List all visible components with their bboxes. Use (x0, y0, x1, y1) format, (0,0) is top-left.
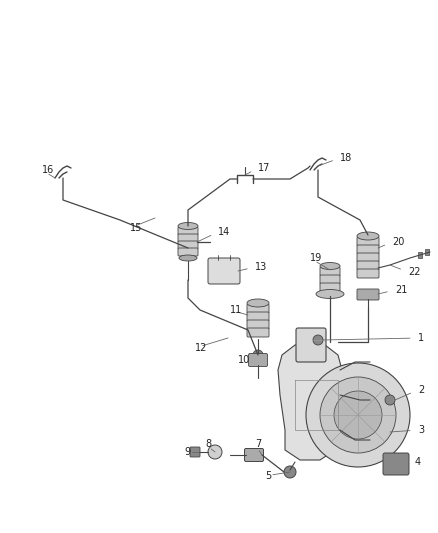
FancyBboxPatch shape (247, 328, 269, 337)
Text: 13: 13 (255, 262, 267, 272)
Polygon shape (278, 342, 342, 460)
Text: 15: 15 (130, 223, 142, 233)
Text: 7: 7 (255, 439, 261, 449)
Text: 18: 18 (340, 153, 352, 163)
Circle shape (334, 391, 382, 439)
Ellipse shape (247, 299, 269, 307)
Ellipse shape (316, 289, 344, 298)
Text: 3: 3 (418, 425, 424, 435)
Ellipse shape (320, 262, 340, 270)
Circle shape (313, 335, 323, 345)
FancyBboxPatch shape (357, 261, 379, 270)
Text: 2: 2 (418, 385, 424, 395)
Circle shape (306, 363, 410, 467)
Text: 14: 14 (218, 227, 230, 237)
FancyBboxPatch shape (178, 241, 198, 249)
Circle shape (208, 445, 222, 459)
FancyBboxPatch shape (357, 253, 379, 262)
Circle shape (320, 377, 396, 453)
FancyBboxPatch shape (320, 283, 340, 292)
FancyBboxPatch shape (178, 227, 198, 235)
Circle shape (385, 395, 395, 405)
FancyBboxPatch shape (247, 312, 269, 321)
FancyBboxPatch shape (418, 252, 422, 258)
FancyBboxPatch shape (425, 249, 429, 255)
Text: 9: 9 (184, 447, 190, 457)
Text: 17: 17 (258, 163, 270, 173)
FancyBboxPatch shape (247, 320, 269, 329)
Text: 1: 1 (418, 333, 424, 343)
FancyBboxPatch shape (383, 453, 409, 475)
Text: 11: 11 (230, 305, 242, 315)
FancyBboxPatch shape (320, 275, 340, 284)
FancyBboxPatch shape (247, 304, 269, 313)
FancyBboxPatch shape (208, 258, 240, 284)
FancyBboxPatch shape (357, 269, 379, 278)
Text: 5: 5 (265, 471, 271, 481)
FancyBboxPatch shape (320, 267, 340, 276)
Circle shape (284, 466, 296, 478)
Text: 10: 10 (238, 355, 250, 365)
Text: 12: 12 (195, 343, 207, 353)
Text: 16: 16 (42, 165, 54, 175)
Text: 22: 22 (408, 267, 420, 277)
FancyBboxPatch shape (178, 234, 198, 242)
FancyBboxPatch shape (178, 248, 198, 256)
FancyBboxPatch shape (190, 447, 200, 457)
FancyBboxPatch shape (357, 245, 379, 254)
Circle shape (253, 350, 263, 360)
Ellipse shape (179, 255, 197, 261)
Text: 20: 20 (392, 237, 404, 247)
Text: 8: 8 (205, 439, 211, 449)
Ellipse shape (178, 222, 198, 230)
FancyBboxPatch shape (357, 289, 379, 300)
Ellipse shape (357, 232, 379, 240)
FancyBboxPatch shape (244, 448, 264, 462)
Text: 21: 21 (395, 285, 407, 295)
Text: 19: 19 (310, 253, 322, 263)
FancyBboxPatch shape (296, 328, 326, 362)
FancyBboxPatch shape (357, 237, 379, 246)
FancyBboxPatch shape (248, 353, 268, 367)
Text: 4: 4 (415, 457, 421, 467)
